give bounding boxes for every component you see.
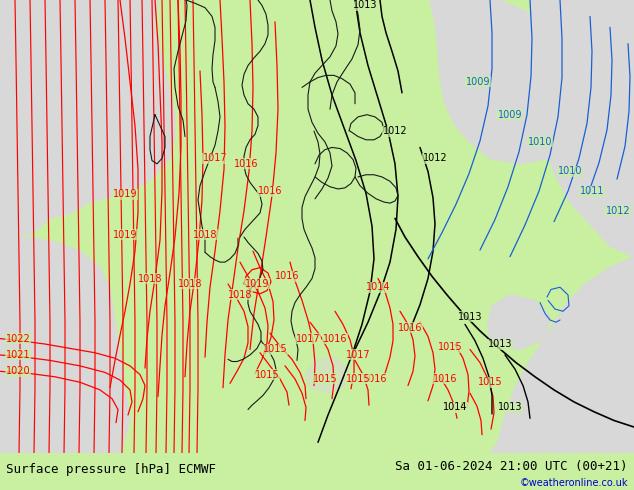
Text: 1015: 1015 (262, 344, 287, 354)
Text: 1017: 1017 (295, 334, 320, 343)
Text: 1018: 1018 (228, 290, 252, 300)
Text: 1012: 1012 (383, 126, 407, 136)
Text: 1017: 1017 (346, 350, 370, 360)
Text: 1015: 1015 (346, 374, 370, 384)
Text: 1016: 1016 (258, 186, 282, 196)
Text: 1013: 1013 (353, 0, 377, 10)
Polygon shape (305, 357, 348, 393)
Text: 1015: 1015 (443, 402, 467, 413)
Text: 1014: 1014 (366, 282, 391, 292)
Text: 1013: 1013 (458, 312, 482, 322)
Text: 1015: 1015 (437, 343, 462, 352)
Text: 1014: 1014 (443, 402, 467, 413)
Text: 1016: 1016 (433, 374, 457, 384)
Text: 1009: 1009 (466, 77, 490, 87)
Text: 1016: 1016 (275, 271, 299, 281)
Text: 1012: 1012 (423, 153, 448, 163)
Text: 1016: 1016 (398, 322, 422, 333)
Text: ©weatheronline.co.uk: ©weatheronline.co.uk (519, 478, 628, 488)
Text: 1020: 1020 (6, 367, 30, 376)
Text: Sa 01-06-2024 21:00 UTC (00+21): Sa 01-06-2024 21:00 UTC (00+21) (395, 460, 628, 473)
Text: 1015: 1015 (313, 374, 337, 384)
Text: 1010: 1010 (527, 137, 552, 147)
Polygon shape (488, 295, 550, 349)
Text: 1009: 1009 (498, 110, 522, 120)
Text: 1013: 1013 (498, 402, 522, 413)
Polygon shape (530, 0, 634, 257)
Text: Surface pressure [hPa] ECMWF: Surface pressure [hPa] ECMWF (6, 463, 216, 476)
Text: 1022: 1022 (6, 334, 30, 343)
Polygon shape (490, 257, 634, 453)
Text: 1010: 1010 (558, 167, 582, 176)
Text: 1016: 1016 (234, 159, 258, 169)
Polygon shape (0, 0, 175, 235)
Text: 1019: 1019 (245, 279, 269, 289)
Text: 1016: 1016 (323, 334, 347, 343)
Polygon shape (0, 235, 130, 453)
Text: 1018: 1018 (138, 273, 162, 284)
Polygon shape (430, 0, 600, 164)
Text: 1018: 1018 (193, 230, 217, 240)
Text: 1011: 1011 (579, 186, 604, 196)
Text: 1019: 1019 (113, 230, 137, 240)
Text: 1015: 1015 (477, 377, 502, 387)
Text: 1013: 1013 (488, 339, 512, 349)
Text: 1021: 1021 (6, 350, 30, 360)
Text: 1017: 1017 (203, 153, 228, 163)
Text: 1016: 1016 (363, 374, 387, 384)
Text: 1012: 1012 (605, 206, 630, 216)
Text: 1015: 1015 (255, 369, 280, 380)
Text: 1018: 1018 (178, 279, 202, 289)
Text: 1019: 1019 (113, 190, 137, 199)
